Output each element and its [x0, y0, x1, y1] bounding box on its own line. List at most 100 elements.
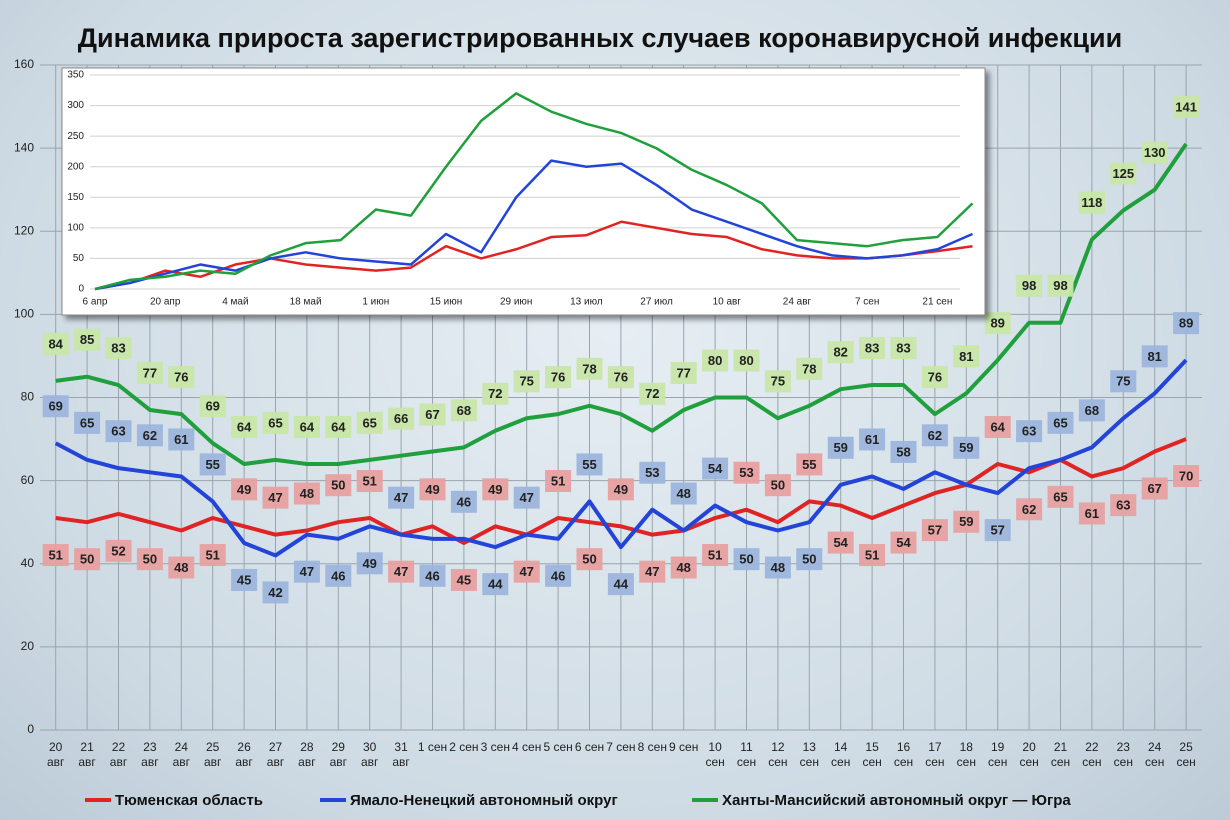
- data-label: 59: [959, 440, 973, 455]
- x-tick-label: 19 сен: [988, 740, 1008, 769]
- data-label: 61: [1085, 506, 1099, 521]
- data-label: 50: [771, 478, 785, 493]
- data-label: 61: [174, 432, 188, 447]
- data-label-box: [42, 332, 69, 355]
- data-label-box: [796, 453, 823, 476]
- data-label-box: [388, 560, 415, 583]
- data-label-box: [859, 428, 886, 451]
- data-label-box: [1141, 141, 1168, 164]
- x-tick-label: 2 сен: [449, 740, 479, 754]
- data-label-box: [42, 544, 69, 567]
- data-label: 62: [928, 428, 942, 443]
- data-label: 48: [676, 486, 690, 501]
- x-tick-label: 6 апр: [83, 297, 108, 308]
- data-label-box: [1047, 274, 1074, 297]
- x-tick-label: 4 сен: [512, 740, 542, 754]
- x-tick-label: 14 сен: [831, 740, 851, 769]
- y-tick-label: 100: [14, 307, 34, 321]
- y-tick-label: 200: [67, 161, 84, 172]
- data-label: 64: [237, 419, 252, 434]
- data-label-box: [890, 440, 917, 463]
- data-label: 63: [1022, 424, 1036, 439]
- data-label-box: [356, 470, 383, 493]
- data-label-box: [325, 564, 352, 587]
- data-label-box: [419, 403, 446, 426]
- x-tick-label: 24 авг: [172, 740, 191, 769]
- data-label-box: [733, 461, 760, 484]
- data-label-box: [513, 486, 540, 509]
- data-label-box: [670, 361, 697, 384]
- x-tick-label: 25 авг: [203, 740, 222, 769]
- data-label-box: [293, 416, 320, 438]
- x-tick-label: 5 сен: [543, 740, 573, 754]
- data-label: 55: [802, 457, 816, 472]
- x-tick-label: 27 авг: [266, 740, 285, 769]
- data-label-box: [136, 424, 163, 447]
- x-tick-label: 13 сен: [799, 740, 819, 769]
- data-label-box: [921, 519, 948, 542]
- x-tick-label: 24 авг: [783, 297, 812, 308]
- data-label-box: [859, 544, 886, 567]
- data-label-box: [231, 478, 258, 501]
- data-label-box: [1016, 498, 1043, 521]
- data-label: 70: [1179, 469, 1193, 484]
- data-label: 81: [959, 349, 973, 364]
- data-label-box: [859, 337, 886, 360]
- data-label-box: [984, 519, 1011, 542]
- data-label: 65: [1053, 415, 1067, 430]
- data-label-box: [639, 461, 666, 484]
- data-label-box: [1110, 370, 1137, 393]
- y-tick-label: 0: [27, 722, 34, 736]
- data-label: 62: [1022, 502, 1036, 517]
- data-label: 48: [300, 486, 314, 501]
- data-label-box: [953, 436, 980, 459]
- data-label: 85: [80, 332, 94, 347]
- data-label: 66: [394, 411, 408, 426]
- data-label-box: [1078, 502, 1105, 525]
- x-tick-label: 29 июн: [500, 297, 533, 308]
- x-tick-label: 20 апр: [150, 297, 181, 308]
- data-label-box: [105, 539, 132, 562]
- inset-frame: [61, 67, 986, 316]
- data-label-box: [953, 345, 980, 368]
- x-tick-label: 27 июл: [640, 297, 673, 308]
- data-label-box: [74, 328, 101, 351]
- data-label: 75: [1116, 374, 1130, 389]
- y-tick-label: 100: [67, 222, 84, 233]
- data-label-box: [670, 482, 697, 505]
- data-label-box: [764, 370, 791, 393]
- x-tick-label: 23 авг: [141, 740, 159, 769]
- data-label-box: [419, 478, 446, 501]
- data-label: 55: [205, 457, 219, 472]
- data-label-box: [764, 474, 791, 497]
- data-label: 69: [205, 399, 219, 414]
- data-label-box: [1016, 420, 1043, 443]
- data-label: 47: [645, 564, 659, 579]
- data-label: 83: [111, 340, 125, 355]
- x-tick-label: 26 авг: [235, 740, 253, 769]
- data-label: 80: [708, 353, 722, 368]
- data-label-box: [545, 470, 572, 493]
- data-label-box: [702, 457, 729, 480]
- data-label: 76: [928, 370, 942, 385]
- data-label-box: [1078, 399, 1105, 422]
- x-tick-label: 1 июн: [362, 297, 389, 308]
- data-label: 47: [394, 490, 408, 505]
- data-label: 49: [425, 482, 439, 497]
- data-label-box: [921, 366, 948, 389]
- data-label: 47: [519, 564, 533, 579]
- x-tick-label: 15 сен: [862, 740, 882, 769]
- data-label: 59: [833, 440, 847, 455]
- data-label: 64: [990, 419, 1005, 434]
- data-label-box: [199, 544, 226, 567]
- data-label: 118: [1081, 195, 1102, 210]
- data-label-box: [136, 548, 163, 571]
- data-label-box: [827, 341, 854, 364]
- data-label: 44: [488, 577, 503, 592]
- data-label-box: [356, 411, 383, 434]
- x-tick-label: 1 сен: [417, 740, 448, 754]
- data-label: 64: [331, 419, 346, 434]
- data-label: 69: [48, 399, 62, 414]
- data-label-box: [105, 420, 132, 443]
- data-label: 51: [205, 547, 219, 562]
